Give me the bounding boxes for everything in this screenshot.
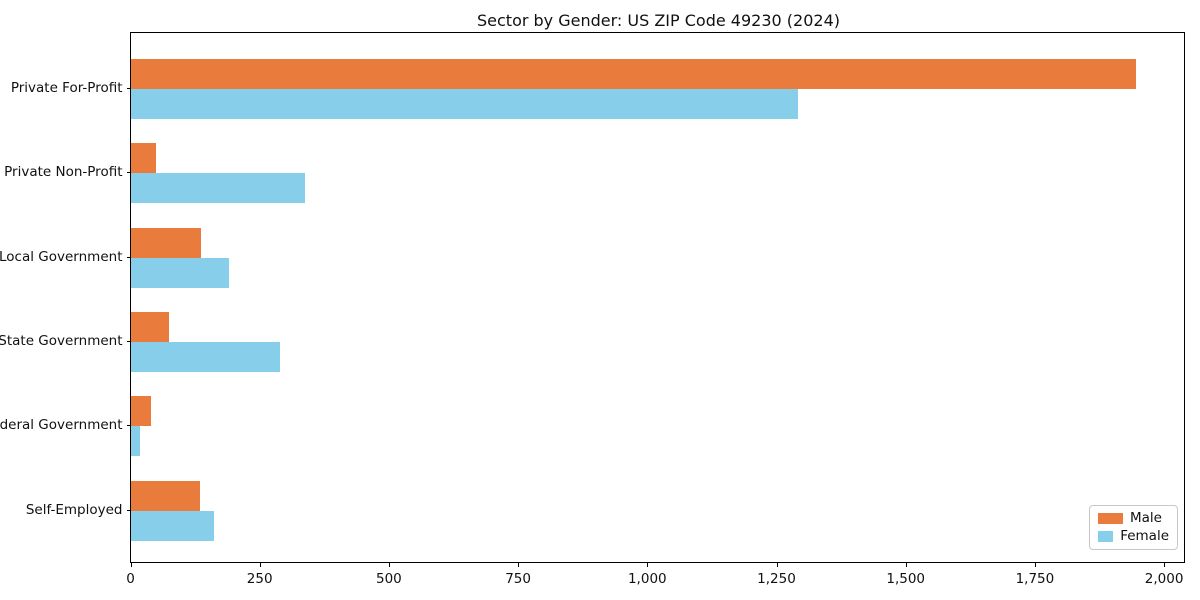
x-tick-mark xyxy=(776,563,778,567)
bar-female-1 xyxy=(131,89,798,119)
legend-item-male: Male xyxy=(1098,510,1169,526)
y-tick-mark xyxy=(126,256,131,258)
bar-female-5 xyxy=(131,426,140,457)
y-tick-mark xyxy=(126,509,131,511)
x-tick-label: 250 xyxy=(246,571,273,587)
bar-female-2 xyxy=(131,173,306,204)
x-tick-mark xyxy=(259,563,261,567)
x-tick-mark xyxy=(130,563,132,567)
legend-swatch-female-icon xyxy=(1098,530,1114,542)
x-tick-mark xyxy=(1034,563,1036,567)
bar-male-5 xyxy=(131,396,152,427)
x-tick-mark xyxy=(388,563,390,567)
y-tick-mark xyxy=(126,172,131,174)
y-tick-label: Self-Employed xyxy=(25,501,123,518)
bar-male-3 xyxy=(131,227,202,258)
bar-male-4 xyxy=(131,311,169,342)
legend-label-male: Male xyxy=(1130,510,1162,526)
x-tick-mark xyxy=(647,563,649,567)
y-tick-label: Private Non-Profit xyxy=(4,164,123,181)
y-tick-mark xyxy=(126,340,131,342)
y-tick-label: Local Government xyxy=(0,248,123,265)
y-tick-label: Private For-Profit xyxy=(10,80,123,96)
x-tick-label: 500 xyxy=(376,571,402,587)
legend: Male Female xyxy=(1089,505,1178,550)
y-tick-label: State Government xyxy=(0,332,123,349)
x-tick-label: 0 xyxy=(126,571,135,587)
y-tick-label: Federal Government xyxy=(0,417,123,434)
bar-male-6 xyxy=(131,480,201,511)
y-tick-mark xyxy=(126,88,131,89)
legend-label-female: Female xyxy=(1120,527,1169,544)
x-tick-mark xyxy=(1164,563,1166,567)
bar-male-2 xyxy=(131,143,157,174)
legend-item-female: Female xyxy=(1098,527,1169,544)
x-tick-mark xyxy=(518,563,520,567)
legend-swatch-male-icon xyxy=(1098,513,1123,525)
bar-female-4 xyxy=(131,341,281,372)
bar-female-3 xyxy=(131,257,230,288)
x-tick-label: 1,500 xyxy=(886,571,926,587)
x-tick-label: 2,000 xyxy=(1144,571,1184,587)
plot-area xyxy=(130,32,1185,563)
bar-female-6 xyxy=(131,510,215,541)
y-tick-mark xyxy=(126,425,131,427)
chart-title: Sector by Gender: US ZIP Code 49230 (202… xyxy=(477,11,840,30)
bar-male-1 xyxy=(131,59,1137,89)
x-tick-label: 1,750 xyxy=(1015,571,1055,587)
x-tick-mark xyxy=(905,563,907,567)
x-tick-label: 1,250 xyxy=(757,571,796,587)
x-tick-label: 750 xyxy=(505,571,531,587)
x-tick-label: 1,000 xyxy=(627,571,667,587)
